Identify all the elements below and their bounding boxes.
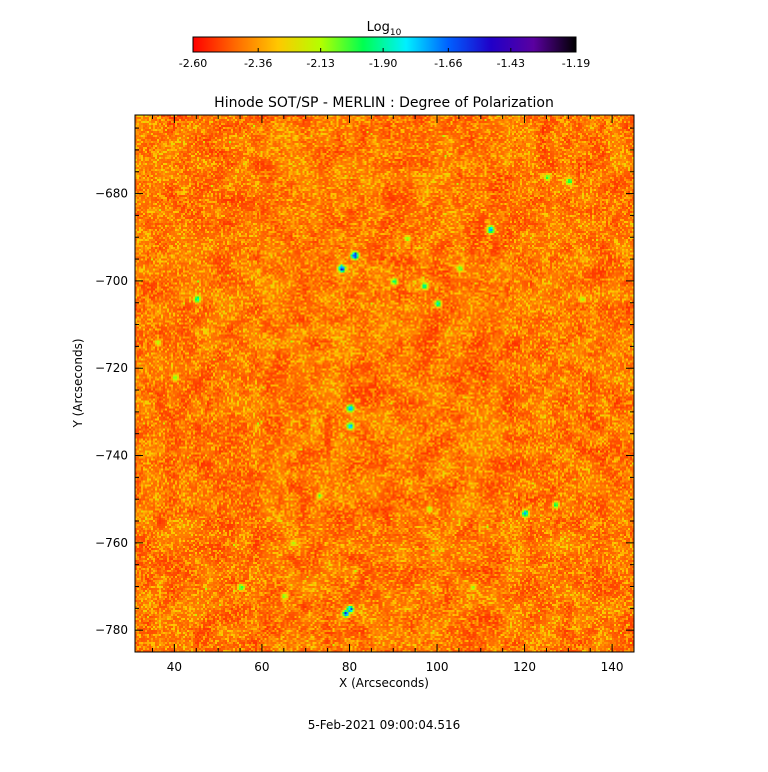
y-axis: −680 −700 −720 −740 −760 −780 [95, 127, 634, 653]
colorbar-tick-label: -2.36 [244, 57, 272, 70]
colorbar-tick-label: -1.66 [434, 57, 462, 70]
y-tick-label: −760 [95, 536, 128, 550]
colorbar-tick-label: -1.19 [562, 57, 590, 70]
x-axis-label: X (Arcseconds) [339, 676, 429, 690]
colorbar-gradient [192, 36, 577, 53]
observation-timestamp: 5-Feb-2021 09:00:04.516 [308, 718, 461, 732]
colorbar-label-base: Log [367, 20, 390, 35]
x-tick-label: 140 [601, 660, 624, 674]
y-tick-label: −680 [95, 187, 128, 201]
y-tick-label: −720 [95, 361, 128, 375]
x-tick-label: 120 [513, 660, 536, 674]
y-axis-label: Y (Arcseconds) [71, 338, 85, 428]
x-tick-label: 100 [426, 660, 449, 674]
x-axis: 40 60 80 100 120 140 [152, 115, 635, 674]
plot-area: 40 60 80 100 120 140 −680 −700 −720 −740 −760 −780 [95, 114, 635, 674]
colorbar-ticks: -2.60 -2.36 -2.13 -1.90 -1.66 -1.43 -1.19 [179, 48, 590, 70]
colorbar: Log10 -2.60 -2.36 -2.13 -1.90 -1.66 -1.43 -1.1… [179, 20, 590, 70]
x-tick-label: 60 [254, 660, 269, 674]
y-tick-label: −700 [95, 274, 128, 288]
colorbar-tick-label: -1.90 [369, 57, 397, 70]
colorbar-tick-label: -1.43 [497, 57, 525, 70]
polarization-heatmap [135, 115, 634, 652]
x-tick-label: 80 [342, 660, 357, 674]
x-tick-label: 40 [167, 660, 182, 674]
y-tick-label: −740 [95, 449, 128, 463]
colorbar-tick-label: -2.13 [306, 57, 334, 70]
chart-title: Hinode SOT/SP - MERLIN : Degree of Polar… [214, 95, 554, 111]
colorbar-label: Log10 [367, 20, 402, 38]
colorbar-label-subscript: 10 [390, 28, 402, 38]
colorbar-tick-label: -2.60 [179, 57, 207, 70]
y-tick-label: −780 [95, 623, 128, 637]
plot-frame [134, 114, 635, 653]
